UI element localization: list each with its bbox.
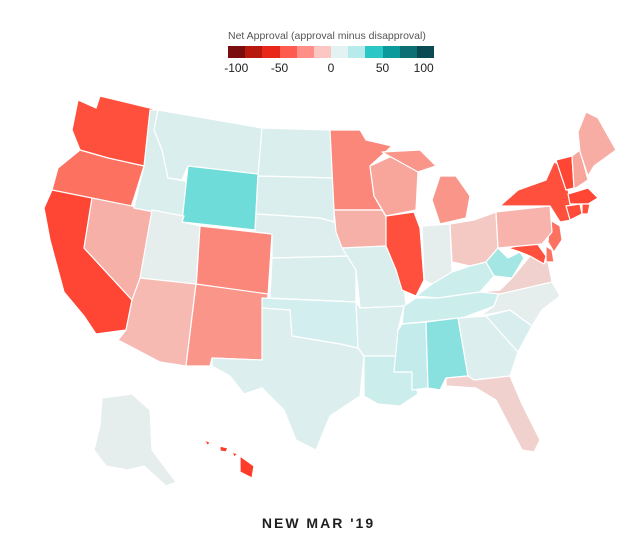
legend-swatch (296, 46, 314, 58)
state-nd[interactable] (257, 127, 335, 179)
state-de[interactable] (545, 245, 555, 263)
state-ak[interactable] (93, 393, 177, 487)
legend-swatch (262, 46, 280, 58)
legend-ticks: -100 -50 0 50 100 (224, 61, 434, 77)
legend-tick-label: 100 (413, 61, 434, 75)
state-tx[interactable] (211, 307, 365, 451)
state-nh[interactable] (571, 149, 589, 189)
state-ia[interactable] (333, 209, 393, 249)
legend-swatch (365, 46, 383, 58)
state-ks[interactable] (269, 255, 357, 303)
state-fl[interactable] (445, 375, 541, 453)
state-ma[interactable] (567, 187, 599, 205)
legend-tick-label: 50 (375, 61, 390, 75)
state-wy[interactable] (181, 165, 259, 231)
legend: Net Approval (approval minus disapproval… (224, 30, 435, 77)
legend-swatch (313, 46, 332, 58)
map-title: NEW MAR '19 (261, 515, 376, 531)
legend-swatch (331, 46, 349, 58)
us-state-map (43, 95, 617, 487)
legend-swatch (279, 46, 297, 58)
legend-swatch (245, 46, 263, 58)
legend-swatch (228, 46, 246, 58)
legend-swatch (416, 46, 435, 58)
state-mi[interactable] (381, 149, 471, 225)
state-nm[interactable] (185, 283, 269, 367)
state-wv[interactable] (485, 247, 525, 279)
legend-tick-label: -50 (270, 61, 289, 75)
legend-swatch (382, 46, 400, 58)
state-ri[interactable] (581, 203, 591, 215)
state-me[interactable] (577, 111, 617, 177)
legend-swatch (348, 46, 366, 58)
legend-title: Net Approval (approval minus disapproval… (228, 30, 426, 42)
legend-tick-label: -100 (224, 61, 249, 75)
state-pa[interactable] (495, 205, 553, 249)
legend-swatch (399, 46, 417, 58)
legend-color-scale (228, 46, 435, 58)
legend-tick-label: 0 (327, 61, 335, 75)
state-hi[interactable] (203, 439, 255, 479)
